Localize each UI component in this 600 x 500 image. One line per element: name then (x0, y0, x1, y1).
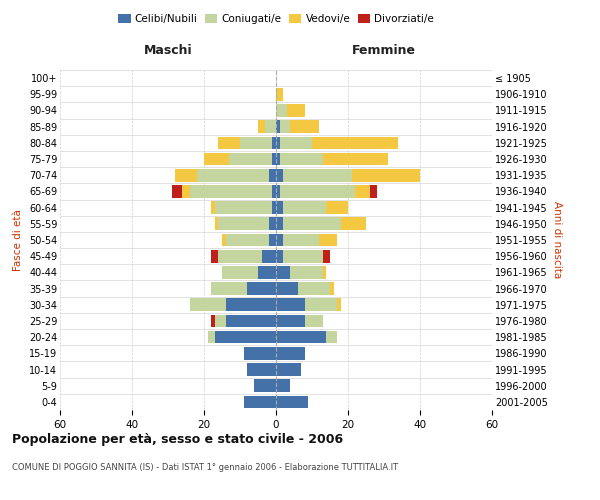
Bar (319, 234, 337, 246)
Bar (276, 347, 305, 360)
Bar (290, 266, 323, 278)
Bar (276, 282, 298, 295)
Bar (226, 234, 269, 246)
Bar (211, 250, 218, 262)
Bar (326, 331, 337, 344)
Bar (272, 152, 276, 166)
Bar (211, 282, 247, 295)
Bar (276, 104, 287, 117)
Bar (208, 331, 215, 344)
Bar (211, 202, 215, 214)
Bar (330, 282, 334, 295)
Bar (244, 347, 276, 360)
Bar (190, 185, 272, 198)
Bar (272, 136, 276, 149)
Bar (276, 120, 280, 133)
Bar (269, 169, 276, 181)
Bar (283, 250, 323, 262)
Bar (280, 136, 312, 149)
Bar (262, 250, 276, 262)
Bar (326, 202, 348, 214)
Text: COMUNE DI POGGIO SANNITA (IS) - Dati ISTAT 1° gennaio 2006 - Elaborazione TUTTIT: COMUNE DI POGGIO SANNITA (IS) - Dati IST… (12, 462, 398, 471)
Bar (269, 218, 276, 230)
Bar (323, 250, 330, 262)
Y-axis label: Fasce di età: Fasce di età (13, 209, 23, 271)
Bar (276, 88, 283, 101)
Bar (276, 250, 283, 262)
Text: Popolazione per età, sesso e stato civile - 2006: Popolazione per età, sesso e stato civil… (12, 432, 343, 446)
Bar (226, 298, 276, 311)
Bar (276, 298, 305, 311)
Bar (244, 396, 276, 408)
Bar (370, 185, 377, 198)
Bar (218, 136, 240, 149)
Bar (312, 136, 398, 149)
Bar (258, 266, 276, 278)
Bar (305, 314, 323, 328)
Bar (272, 185, 276, 198)
Bar (276, 218, 283, 230)
Bar (276, 202, 283, 214)
Bar (276, 380, 290, 392)
Bar (352, 169, 420, 181)
Legend: Celibi/Nubili, Coniugati/e, Vedovi/e, Divorziati/e: Celibi/Nubili, Coniugati/e, Vedovi/e, Di… (114, 10, 438, 29)
Bar (337, 298, 341, 311)
Bar (172, 185, 182, 198)
Bar (280, 120, 290, 133)
Bar (276, 331, 326, 344)
Bar (218, 218, 269, 230)
Bar (283, 234, 319, 246)
Y-axis label: Anni di nascita: Anni di nascita (551, 202, 562, 278)
Text: Maschi: Maschi (143, 44, 193, 57)
Bar (240, 136, 272, 149)
Bar (222, 234, 226, 246)
Bar (276, 169, 283, 181)
Bar (215, 314, 226, 328)
Bar (287, 104, 305, 117)
Bar (190, 298, 226, 311)
Bar (197, 169, 269, 181)
Bar (204, 152, 229, 166)
Bar (323, 152, 388, 166)
Bar (182, 185, 190, 198)
Bar (276, 185, 280, 198)
Bar (258, 120, 265, 133)
Bar (276, 266, 290, 278)
Bar (226, 314, 276, 328)
Bar (283, 218, 341, 230)
Bar (276, 152, 280, 166)
Bar (276, 136, 280, 149)
Bar (341, 218, 366, 230)
Bar (323, 266, 326, 278)
Bar (175, 169, 197, 181)
Bar (298, 282, 330, 295)
Bar (276, 396, 308, 408)
Bar (215, 218, 218, 230)
Bar (211, 314, 215, 328)
Bar (276, 234, 283, 246)
Bar (218, 250, 262, 262)
Bar (215, 331, 276, 344)
Bar (254, 380, 276, 392)
Bar (290, 120, 319, 133)
Bar (276, 314, 305, 328)
Bar (247, 363, 276, 376)
Bar (215, 202, 272, 214)
Bar (305, 298, 337, 311)
Bar (280, 185, 355, 198)
Bar (283, 169, 352, 181)
Bar (222, 266, 258, 278)
Bar (269, 234, 276, 246)
Bar (283, 202, 326, 214)
Bar (355, 185, 370, 198)
Bar (229, 152, 272, 166)
Bar (247, 282, 276, 295)
Text: Femmine: Femmine (352, 44, 416, 57)
Bar (265, 120, 276, 133)
Bar (276, 363, 301, 376)
Bar (272, 202, 276, 214)
Bar (280, 152, 323, 166)
